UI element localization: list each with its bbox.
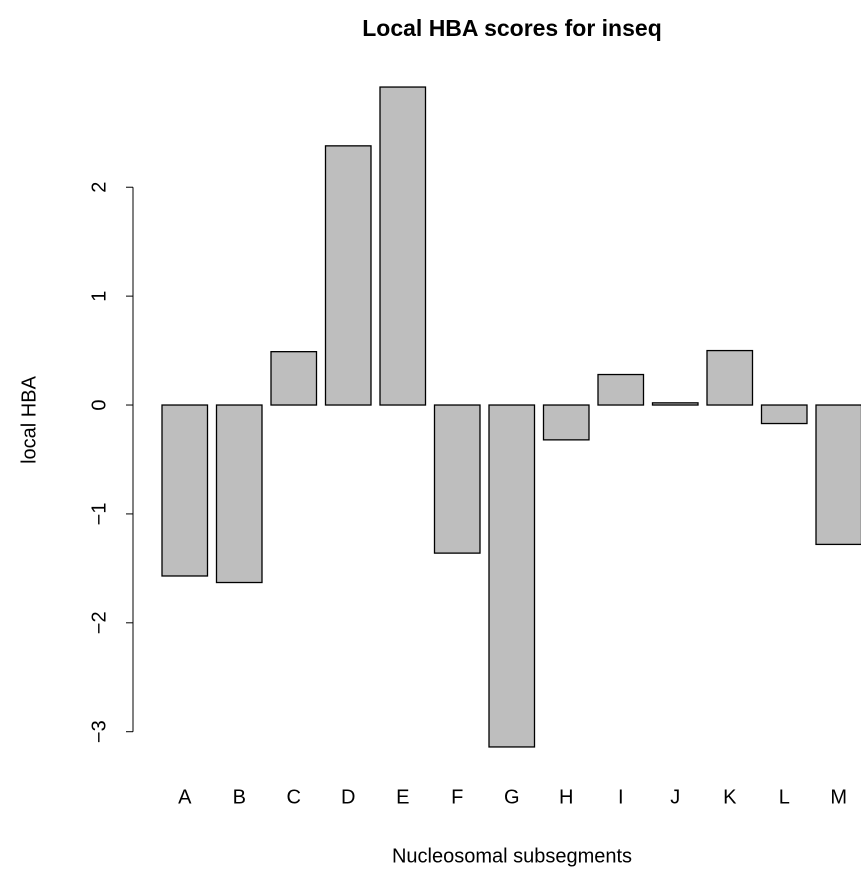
bar [542,404,590,441]
y-tick-label: −3 [88,720,110,743]
y-tick-label: 2 [88,182,110,193]
bar [433,404,481,554]
x-tick-label: A [178,786,192,808]
chart-title: Local HBA scores for inseq [362,15,662,41]
x-tick-label: K [723,786,737,808]
y-tick-label: 0 [88,399,110,410]
x-tick-label: I [618,786,624,808]
bar [706,349,754,406]
bar [597,373,645,406]
x-tick-label: M [830,786,847,808]
bar [651,402,699,406]
y-tick-label: 1 [88,291,110,302]
x-tick-label: F [451,786,463,808]
x-tick-label: J [670,786,680,808]
bar [379,86,427,406]
x-tick-label: C [287,786,301,808]
bar [270,351,318,406]
y-tick-label: −2 [88,611,110,634]
x-tick-label: E [396,786,409,808]
bar [815,404,861,546]
bar [161,404,209,577]
x-tick-label: G [504,786,520,808]
x-tick-label: B [233,786,246,808]
y-axis-label: local HBA [18,375,40,463]
bar [215,404,263,584]
x-tick-label: H [559,786,573,808]
y-tick-label: −1 [88,503,110,526]
x-axis-label: Nucleosomal subsegments [392,845,632,867]
x-tick-label: L [779,786,790,808]
bar [488,404,536,748]
bar [324,145,372,406]
bar [760,404,808,425]
x-tick-label: D [341,786,355,808]
